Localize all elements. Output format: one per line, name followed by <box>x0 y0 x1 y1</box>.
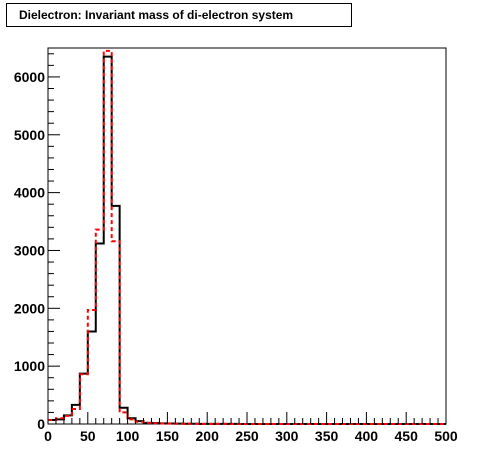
x-tick-label: 200 <box>196 428 220 444</box>
y-tick-label: 2000 <box>14 300 45 316</box>
chart-title: Dielectron: Invariant mass of di-electro… <box>6 3 352 27</box>
x-tick-label: 450 <box>395 428 419 444</box>
x-tick-label: 150 <box>156 428 180 444</box>
histogram-series-1 <box>48 55 446 425</box>
x-tick-label: 300 <box>275 428 299 444</box>
x-tick-label: 500 <box>434 428 458 444</box>
y-tick-label: 5000 <box>14 127 45 143</box>
plot-frame <box>47 47 447 425</box>
histogram-step-line <box>48 55 446 425</box>
y-tick-label: 3000 <box>14 242 45 258</box>
x-tick-label: 50 <box>80 428 96 444</box>
y-tick-label: 1000 <box>14 358 45 374</box>
y-tick-label: 0 <box>37 416 45 432</box>
x-tick-label: 0 <box>44 428 52 444</box>
series-layer <box>48 49 446 425</box>
axis-layer: 0 50 100 150 200 250 300 350 400 450 5000100020003… <box>14 53 458 444</box>
x-tick-label: 350 <box>315 428 339 444</box>
histogram-series-2 <box>48 49 446 425</box>
x-tick-label: 250 <box>235 428 259 444</box>
x-tick-label: 400 <box>355 428 379 444</box>
y-tick-label: 6000 <box>14 69 45 85</box>
y-tick-label: 4000 <box>14 185 45 201</box>
x-tick-label: 100 <box>116 428 140 444</box>
histogram-step-line <box>48 49 446 425</box>
